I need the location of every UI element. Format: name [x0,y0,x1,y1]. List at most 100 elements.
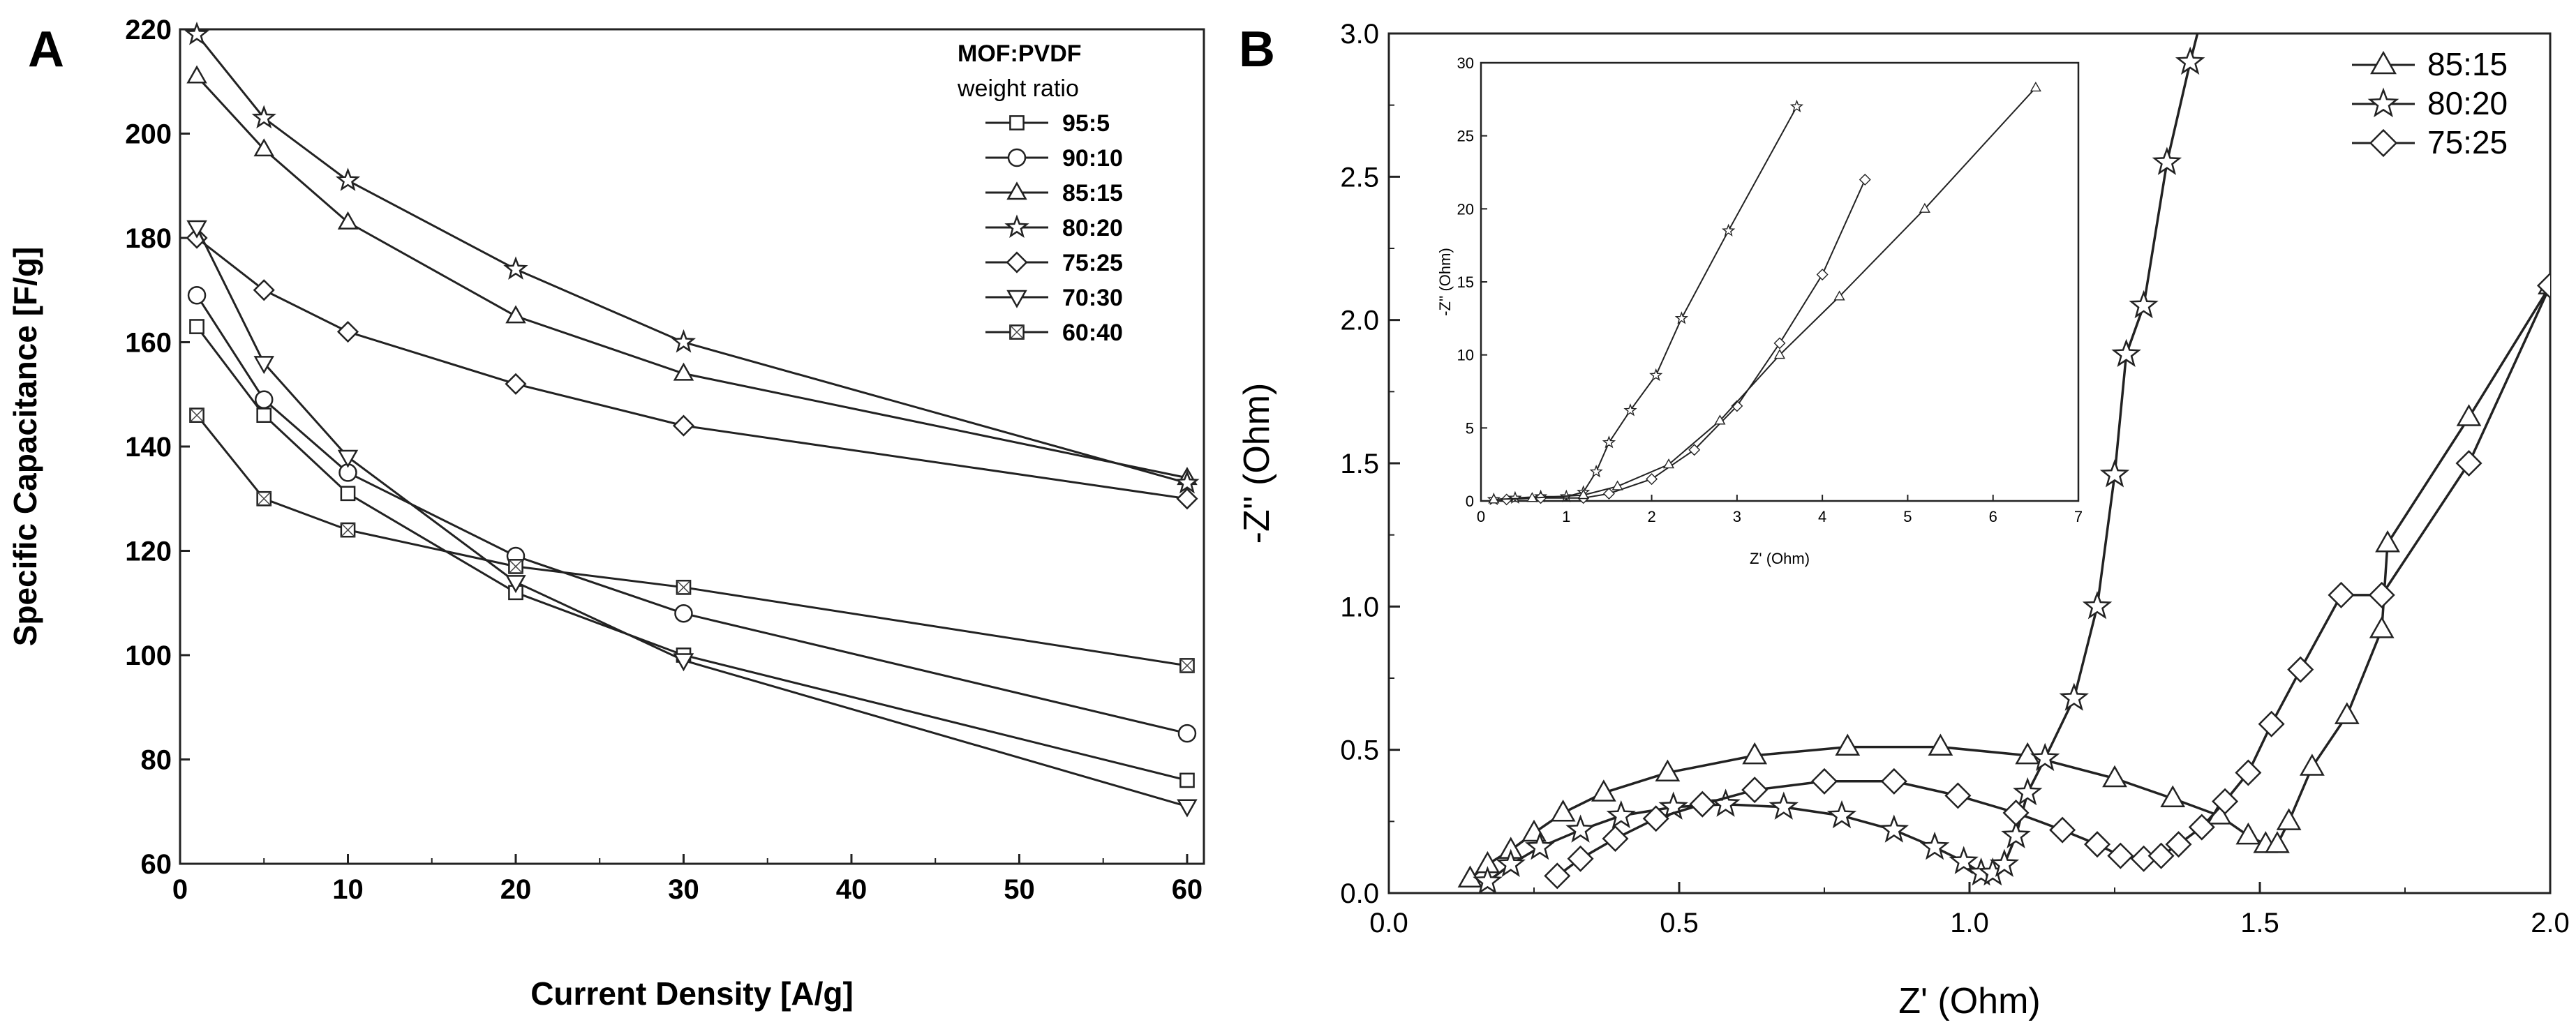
panel-a-plot-frame [179,28,1205,865]
panel-a-data-point [505,305,526,324]
panel-a-x-tick-label: 60 [1172,874,1203,905]
inset-data-point [1833,290,1845,301]
panel-b-data-point [1642,805,1669,832]
panel-b-data-point [2147,842,2175,869]
inset-data-point [1816,269,1829,280]
panel-b-inset-chart: 0 1 2 3 4 5 6 7 0 5 10 15 20 25 30 Z' (Ohm) -Z'' (Ohm) [1436,54,2083,567]
panel-a-x-tick-label: 10 [332,874,364,905]
panel-b-data-point [1525,831,1555,860]
panel-b-legend-marker [2370,50,2397,75]
panel-b-data-point [2082,591,2113,620]
panel-b-label: B [1239,22,1275,77]
panel-a-data-point [184,21,209,45]
panel-b-x-tick-label: 2.0 [2531,908,2570,938]
panel-b-data-point [1880,767,1907,795]
panel-b-data-point [1769,791,1799,820]
panel-a-data-point [189,319,204,334]
panel-b-data-point [2107,842,2134,869]
inset-series-85-15 [1488,82,2041,504]
panel-a-data-point [186,65,207,84]
inset-data-point [1714,414,1726,425]
panel-b-data-point [2235,759,2262,786]
panel-a-legend-label: 80:20 [1062,215,1123,241]
inset-y-tick-label: 10 [1457,347,1474,364]
panel-a-y-tick-label: 220 [125,15,172,45]
panel-b-data-point [2175,46,2205,75]
panel-a-data-point [1177,724,1197,743]
panel-b-data-point [1989,848,2020,877]
panel-a-legend-subtitle: weight ratio [957,75,1079,102]
panel-a-legend-marker [1007,148,1027,167]
panel-a-x-tick-label: 50 [1004,874,1035,905]
panel-a-legend-title: MOF:PVDF [958,40,1082,67]
panel-a-legend-marker [1009,115,1025,130]
panel-a-data-point [671,329,697,353]
panel-b-data-point [1544,862,1571,890]
panel-b-data-point [2165,831,2192,858]
panel-b-x-tick-label: 1.0 [1950,908,1989,938]
inset-data-point [1488,493,1500,504]
panel-b-data-point [2001,820,2031,848]
panel-a-data-point [505,575,526,594]
panel-a-data-point [1176,488,1198,510]
panel-b-x-axis-label: Z' (Ohm) [1898,981,2040,1021]
panel-a-data-point [254,390,274,409]
panel-b-y-tick-label: 2.5 [1340,162,1379,193]
panel-b-data-point [2265,831,2290,853]
panel-a-legend-marker [1006,290,1027,308]
panel-a-series-60-40 [189,407,1195,673]
panel-a-series-80-20 [184,21,1200,494]
panel-a-data-point [1179,658,1195,673]
inset-data-point [1602,435,1616,449]
panel-a-label: A [28,22,64,77]
inset-x-tick-label: 6 [1989,508,1997,525]
panel-a-data-point [187,285,207,305]
panel-a-y-tick-label: 120 [125,537,172,567]
panel-a-data-point [672,414,695,437]
panel-b-data-point [1928,733,1953,756]
panel-a-y-tick-label: 160 [125,328,172,359]
panel-a-data-point [337,211,359,230]
panel-b-data-point [2369,616,2395,638]
panel-a-data-point [253,138,274,157]
panel-a-legend-label: 95:5 [1062,110,1110,137]
panel-a-data-point-cross [1179,658,1195,673]
panel-a-y-tick-label: 80 [141,745,172,776]
panel-b-legend-label: 85:15 [2427,46,2508,82]
panel-b-x-tick-label: 1.5 [2240,908,2279,938]
inset-y-tick-label: 0 [1466,493,1474,510]
panel-b-data-point [2049,816,2076,844]
inset-x-tick-label: 0 [1477,508,1485,525]
panel-a-legend-marker [1006,181,1027,200]
panel-a-legend-marker-cross [1009,324,1025,340]
panel-b-data-point [1689,791,1716,818]
panel-b-data-point [1944,782,1972,809]
panel-b-chart: B 0.0 0.5 1.0 1.5 2.0 0.0 0.5 1.0 1.5 2.0 2.5 3.0 Z' … [1237,19,2570,1021]
panel-b-series-80-20 [1473,33,2205,893]
panel-b-y-tick-label: 2.0 [1340,306,1379,336]
panel-a-series-70-30 [186,220,1198,818]
panel-a-data-point [1177,799,1198,818]
panel-a-y-tick-label: 100 [125,640,172,671]
panel-b-data-point [1835,733,1861,756]
panel-b-data-point [1742,742,1768,765]
inset-data-point [1919,202,1930,213]
inset-y-tick-label: 5 [1466,419,1474,437]
panel-a-data-point [676,579,692,595]
panel-b-y-tick-label: 0.5 [1340,735,1379,766]
inset-series-line [1494,87,2037,500]
inset-data-point [1602,488,1615,500]
panel-b-y-axis-label: -Z'' (Ohm) [1237,383,1277,544]
panel-a-data-point-cross [341,523,355,537]
panel-a-y-tick-label: 180 [125,223,172,254]
panel-a-data-point-cross [676,580,691,594]
panel-b-data-point [2258,710,2285,737]
panel-a-legend-marker [1009,324,1025,340]
inset-data-point [1773,337,1786,350]
panel-a-legend-marker [1006,251,1028,274]
panel-a-series-75-25 [186,227,1198,510]
panel-b-data-point [1565,814,1595,843]
panel-b-x-tick-label: 0.5 [1660,908,1699,938]
inset-data-point [1611,480,1623,490]
panel-a-data-point [508,559,523,574]
